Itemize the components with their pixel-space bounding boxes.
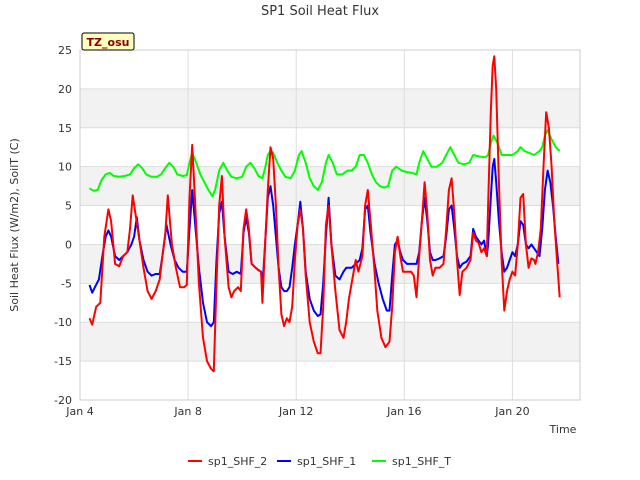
chart-title: SP1 Soil Heat Flux — [261, 4, 379, 19]
legend: sp1_SHF_2 sp1_SHF_1 sp1_SHF_T — [188, 455, 451, 468]
site-badge-label: TZ_osu — [87, 36, 130, 49]
y-tick-label: -5 — [61, 277, 72, 290]
y-tick-label: 20 — [58, 83, 72, 96]
y-tick-label: -15 — [54, 355, 72, 368]
site-badge-box — [81, 32, 135, 51]
y-tick-label: 0 — [65, 238, 72, 251]
x-tick-label: Jan 8 — [173, 405, 201, 418]
site-badge: TZ_osu — [81, 32, 135, 51]
background-band — [80, 166, 580, 206]
series-line-sp1_SHF_2 — [88, 55, 561, 373]
y-tick-label: -10 — [54, 316, 72, 329]
y-tick-label: 15 — [58, 122, 72, 135]
y-axis-ticks: -20 -15 -10 -5 0 5 10 15 20 25 — [54, 44, 72, 407]
x-tick-label: Jan 4 — [65, 405, 93, 418]
x-axis-label: Time — [549, 423, 577, 436]
x-tick-label: Jan 12 — [278, 405, 313, 418]
legend-label-sp1_SHF_T: sp1_SHF_T — [392, 455, 451, 468]
y-tick-label: 25 — [58, 44, 72, 57]
x-tick-label: Jan 20 — [494, 405, 529, 418]
series-line-sp1_SHF_T — [88, 129, 561, 198]
series-layer — [88, 55, 561, 373]
y-tick-label: -20 — [54, 394, 72, 407]
legend-label-sp1_SHF_1: sp1_SHF_1 — [297, 455, 356, 468]
x-tick-label: Jan 16 — [386, 405, 421, 418]
y-tick-label: 10 — [58, 161, 72, 174]
background-band — [80, 88, 580, 128]
background-band — [80, 244, 580, 284]
legend-label-sp1_SHF_2: sp1_SHF_2 — [208, 455, 267, 468]
y-axis-label: Soil Heat Flux (W/m2), SoilT (C) — [8, 138, 21, 311]
series-line-sp1_SHF_1 — [88, 157, 560, 328]
y-tick-label: 5 — [65, 200, 72, 213]
plot-frame — [79, 49, 581, 401]
x-axis-ticks: Jan 4 Jan 8 Jan 12 Jan 16 Jan 20 — [65, 405, 529, 418]
background-band — [80, 322, 580, 362]
